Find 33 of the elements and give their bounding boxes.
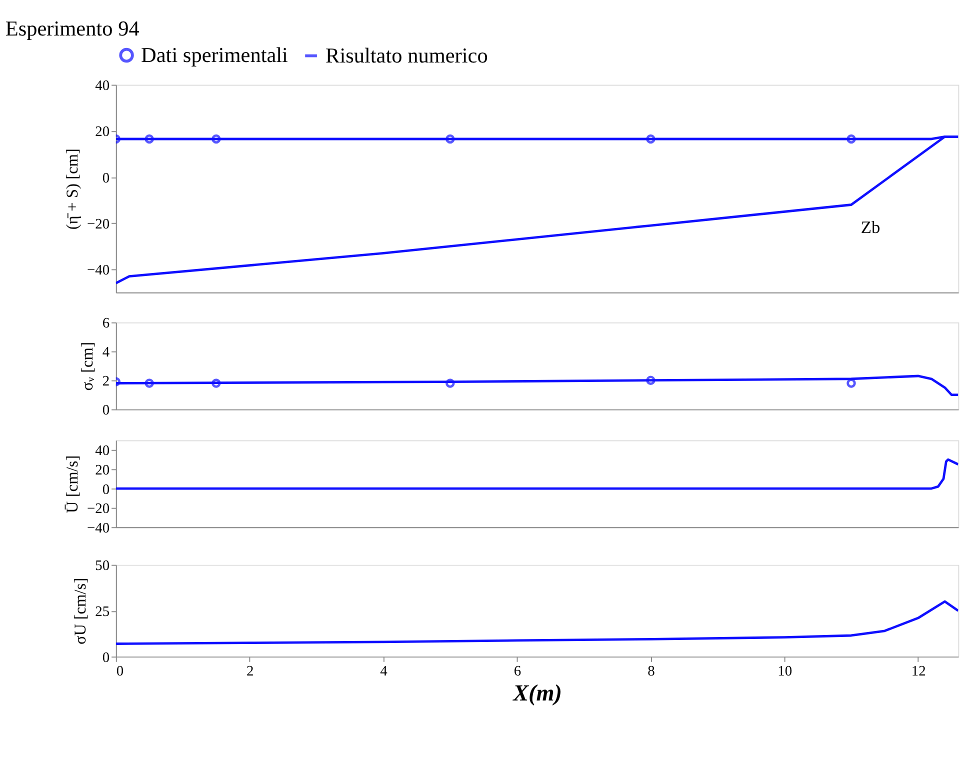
y-tick-label: 40 — [95, 78, 110, 94]
y-tick-label: 2 — [102, 374, 110, 390]
y-axis-title: (η̄ + S) [cm] — [62, 148, 82, 230]
y-tick-label: 25 — [95, 604, 110, 620]
y-tick-label: 0 — [102, 650, 110, 666]
y-axis-title: σU [cm/s] — [70, 578, 90, 645]
x-tick-label: 8 — [648, 663, 655, 680]
y-tick-label: 4 — [102, 344, 110, 361]
legend-label: Risultato numerico — [326, 44, 488, 68]
y-axis-title: σᵥ [cm] — [78, 342, 97, 391]
y-tick-label: −20 — [86, 501, 110, 518]
y-tick-label: −40 — [86, 262, 110, 279]
y-tick-label: 0 — [102, 170, 110, 186]
x-tick-label: 0 — [116, 663, 124, 680]
x-axis-title: X(m) — [512, 680, 562, 707]
y-tick-label: 0 — [102, 402, 110, 419]
y-tick-label: −20 — [86, 216, 110, 233]
y-tick-label: 0 — [102, 482, 110, 498]
y-tick-label: 6 — [102, 316, 110, 332]
annotation: Zb — [860, 218, 881, 237]
y-tick-label: 20 — [95, 124, 110, 140]
x-tick-label: 10 — [778, 663, 792, 680]
y-tick-label: 20 — [95, 462, 110, 479]
legend-label: Dati sperimentali — [141, 43, 288, 67]
x-tick-label: 4 — [380, 663, 388, 680]
y-tick-label: 50 — [95, 558, 110, 574]
y-tick-label: 40 — [95, 443, 110, 460]
x-tick-label: 2 — [246, 663, 254, 680]
x-tick-label: 12 — [911, 663, 926, 680]
y-tick-label: −40 — [86, 520, 110, 536]
y-axis-title: Ū [cm/s] — [62, 455, 82, 514]
chart-title: Esperimento 94 — [5, 16, 140, 40]
x-tick-label: 6 — [514, 663, 522, 680]
